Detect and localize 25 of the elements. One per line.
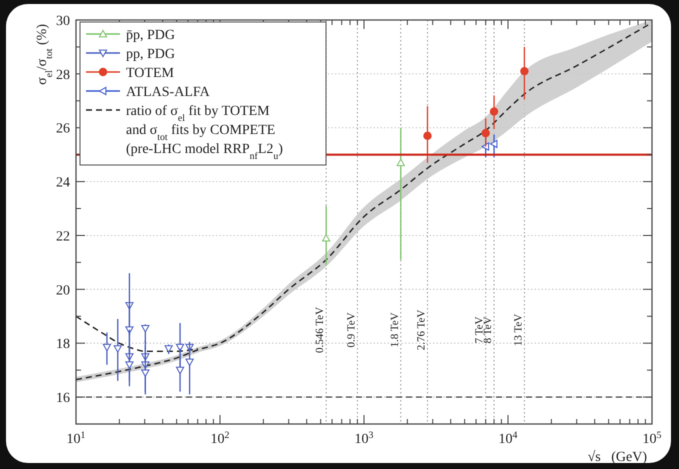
legend-label: pp, PDG [126, 47, 176, 62]
legend-label: ATLAS-ALFA [126, 85, 211, 100]
y-tick-label: 18 [56, 337, 70, 352]
y-tick-label: 24 [56, 176, 70, 191]
x-tick-label: 10$^{3}$ [354, 430, 374, 447]
ref-line-label: 2.76 TeV [415, 310, 428, 350]
text: ratio of σ$_{el}$ fit by TOTEM and σ$_{tot}$ fits by COMPETE (pre-LHC model RRP$_{nf}$L2$_{u}$) [126, 104, 283, 162]
x-tick-label: 10$^{2}$ [210, 430, 230, 447]
ref-line-label: 1.8 TeV [388, 312, 401, 348]
y-tick-label: 30 [56, 14, 70, 29]
x-tick-label: 10$^{4}$ [498, 430, 518, 447]
y-tick-label: 16 [56, 391, 70, 406]
ref-line-label: 13 TeV [512, 314, 524, 346]
x-tick-label: 10$^{1}$ [66, 430, 86, 447]
y-tick-label: 22 [56, 229, 70, 244]
legend-label: p̄p, PDG [126, 28, 176, 43]
ref-line-label: 0.546 TeV [314, 306, 326, 354]
y-tick-label: 26 [56, 122, 70, 137]
y-tick-label: 28 [56, 68, 70, 83]
x-axis-title: √s (GeV) [588, 449, 648, 465]
ref-line-label: 0.9 TeV [345, 312, 358, 348]
ref-line-label: 8 TeV [482, 316, 494, 344]
legend-label: TOTEM [126, 66, 175, 81]
x-tick-label: 10$^{5}$ [642, 430, 662, 447]
y-tick-label: 20 [56, 283, 70, 298]
